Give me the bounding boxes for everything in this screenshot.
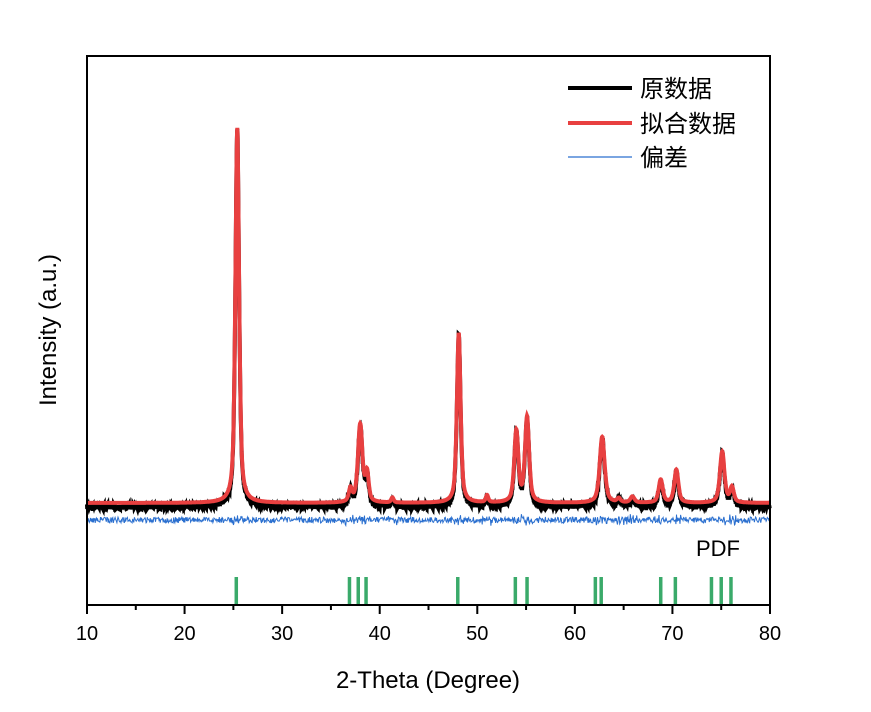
legend-label-raw: 原数据 xyxy=(640,75,712,103)
x-tick-label: 50 xyxy=(466,623,488,645)
x-axis-title: 2-Theta (Degree) xyxy=(336,667,520,694)
x-tick-label: 30 xyxy=(271,623,293,645)
plot-series xyxy=(85,127,772,528)
pdf-reference-lines xyxy=(234,577,733,605)
x-tick-label: 10 xyxy=(76,623,98,645)
x-tick-label: 60 xyxy=(564,623,586,645)
legend-item-residual: 偏差 xyxy=(568,144,688,172)
fit-data-line xyxy=(87,127,770,505)
y-axis-title: Intensity (a.u.) xyxy=(35,254,62,406)
legend-label-residual: 偏差 xyxy=(640,144,688,172)
legend: 原数据 拟合数据 偏差 xyxy=(568,75,736,172)
pdf-label: PDF xyxy=(696,536,740,561)
x-tick-label: 70 xyxy=(661,623,683,645)
legend-item-fit: 拟合数据 xyxy=(568,110,736,138)
x-tick-label: 20 xyxy=(173,623,195,645)
residual-line xyxy=(86,514,771,528)
legend-label-fit: 拟合数据 xyxy=(640,110,736,138)
raw-data-line xyxy=(85,128,772,517)
legend-item-raw: 原数据 xyxy=(568,75,712,103)
x-tick-label: 40 xyxy=(369,623,391,645)
x-tick-label: 80 xyxy=(759,623,781,645)
x-axis-ticks: 10 20 30 40 50 60 70 80 xyxy=(76,605,781,645)
